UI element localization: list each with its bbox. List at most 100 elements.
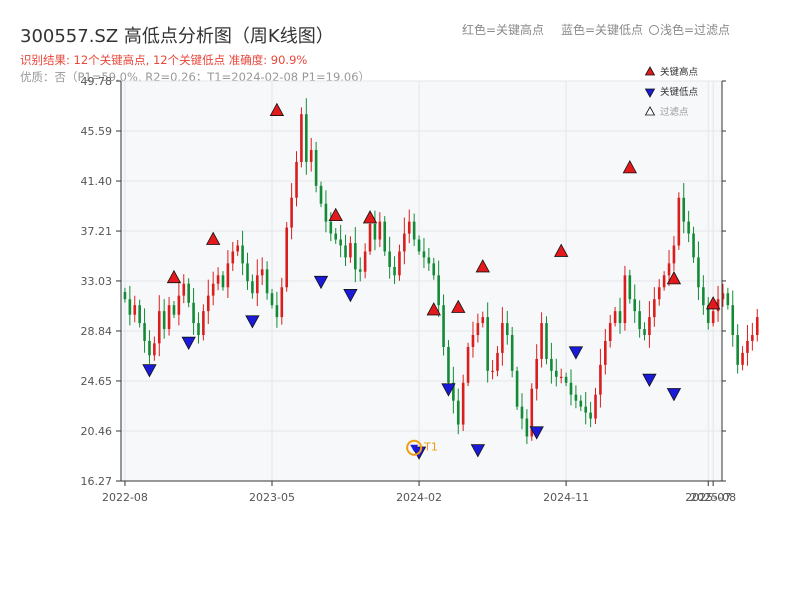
candle-body — [520, 406, 524, 419]
candle-body — [422, 251, 426, 258]
candle-body — [305, 114, 308, 162]
candle-body — [613, 311, 617, 324]
candle-body — [697, 257, 700, 288]
high-point-marker — [166, 269, 182, 284]
candle-body — [604, 340, 607, 365]
hollow-circle-icon — [649, 25, 659, 35]
candle-body — [197, 323, 200, 336]
candle-body — [589, 412, 592, 419]
candle-body — [407, 221, 411, 234]
candle-body — [755, 317, 759, 336]
y-tick-label: 37.21 — [81, 225, 113, 238]
y-tick-label: 20.46 — [81, 425, 113, 438]
candle-body — [363, 251, 367, 272]
candle-body — [177, 295, 181, 315]
candle-body — [383, 221, 387, 252]
candle-body — [530, 388, 534, 437]
candle-body — [427, 257, 431, 264]
x-tick-label: 2025-07 — [685, 491, 731, 504]
candle-body — [300, 114, 303, 162]
legend-marker-label: 关键低点 — [660, 86, 699, 98]
low-point-marker — [470, 444, 486, 458]
candle-body — [633, 299, 637, 312]
low-point-marker — [181, 336, 196, 351]
candle-body — [741, 352, 744, 365]
candle-body — [143, 323, 146, 341]
candle-body — [403, 233, 406, 252]
high-point-marker — [362, 210, 378, 224]
legend-marker-icon — [644, 66, 656, 76]
candle-body — [133, 305, 137, 315]
candle-body — [226, 263, 230, 288]
axes: 16.27 20.46 24.65 28.84 33.03 37.21 41.40 45.59… — [81, 75, 737, 504]
candle-body — [559, 376, 563, 378]
legend-red-note: 红色=关键高点 — [462, 23, 545, 37]
legend-marker-label: 过滤点 — [660, 106, 689, 118]
candle-body — [736, 335, 739, 365]
candle-body — [677, 197, 681, 246]
candle-body — [182, 283, 186, 296]
candle-body — [378, 221, 382, 240]
candle-body — [153, 343, 156, 356]
candle-body — [334, 233, 338, 240]
candle-body — [584, 406, 588, 413]
high-point-marker — [328, 207, 343, 222]
candle-body — [437, 275, 440, 306]
candle-body — [501, 323, 504, 353]
candle-body — [172, 305, 176, 315]
candle-body — [206, 295, 210, 312]
candle-body — [496, 352, 499, 371]
candle-body — [643, 329, 646, 336]
candle-body — [682, 197, 686, 222]
candle-body — [275, 305, 279, 318]
high-point-marker — [475, 259, 490, 273]
candle-body — [270, 293, 274, 306]
low-point-marker — [666, 388, 682, 402]
candle-body — [295, 161, 298, 198]
candle-body — [731, 305, 735, 336]
candle-body — [246, 263, 249, 282]
candle-body — [260, 269, 264, 276]
candle-body — [726, 293, 730, 306]
candle-body — [550, 358, 553, 371]
candle-body — [373, 224, 377, 240]
candle-body — [236, 245, 239, 252]
y-tick-label: 33.03 — [81, 275, 113, 288]
candle-body — [442, 305, 445, 347]
candle-body — [393, 266, 396, 276]
candle-body — [579, 400, 583, 407]
candle-body — [471, 335, 475, 347]
candle-body — [432, 263, 436, 276]
t1-label: T1 — [423, 441, 438, 454]
grid-lines — [121, 80, 722, 482]
candle-body — [525, 418, 529, 437]
y-tick-label: 49.78 — [81, 75, 113, 88]
candle-body — [398, 251, 401, 276]
candle-body — [535, 358, 538, 389]
candle-body — [608, 323, 612, 341]
candle-body — [574, 394, 578, 401]
candle-body — [491, 370, 494, 373]
candle-body — [128, 299, 132, 315]
candle-body — [319, 185, 323, 204]
legend-light-label: 浅色=过滤点 — [660, 23, 731, 37]
candle-body — [452, 382, 455, 401]
candle-body — [751, 335, 754, 341]
candle-body — [648, 317, 651, 336]
x-tick-label: 2022-08 — [102, 491, 148, 504]
candles — [123, 98, 759, 445]
candle-body — [554, 370, 558, 377]
candle-body — [476, 323, 480, 336]
candle-body — [285, 227, 289, 288]
candle-body — [309, 149, 313, 162]
candle-body — [358, 269, 362, 272]
candle-body — [339, 239, 342, 246]
low-point-marker — [529, 426, 544, 440]
candle-body — [329, 221, 333, 234]
candle-body — [187, 283, 190, 303]
low-point-marker — [245, 315, 260, 329]
candle-body — [354, 243, 357, 270]
candle-body — [412, 221, 416, 240]
candle-body — [692, 233, 695, 258]
